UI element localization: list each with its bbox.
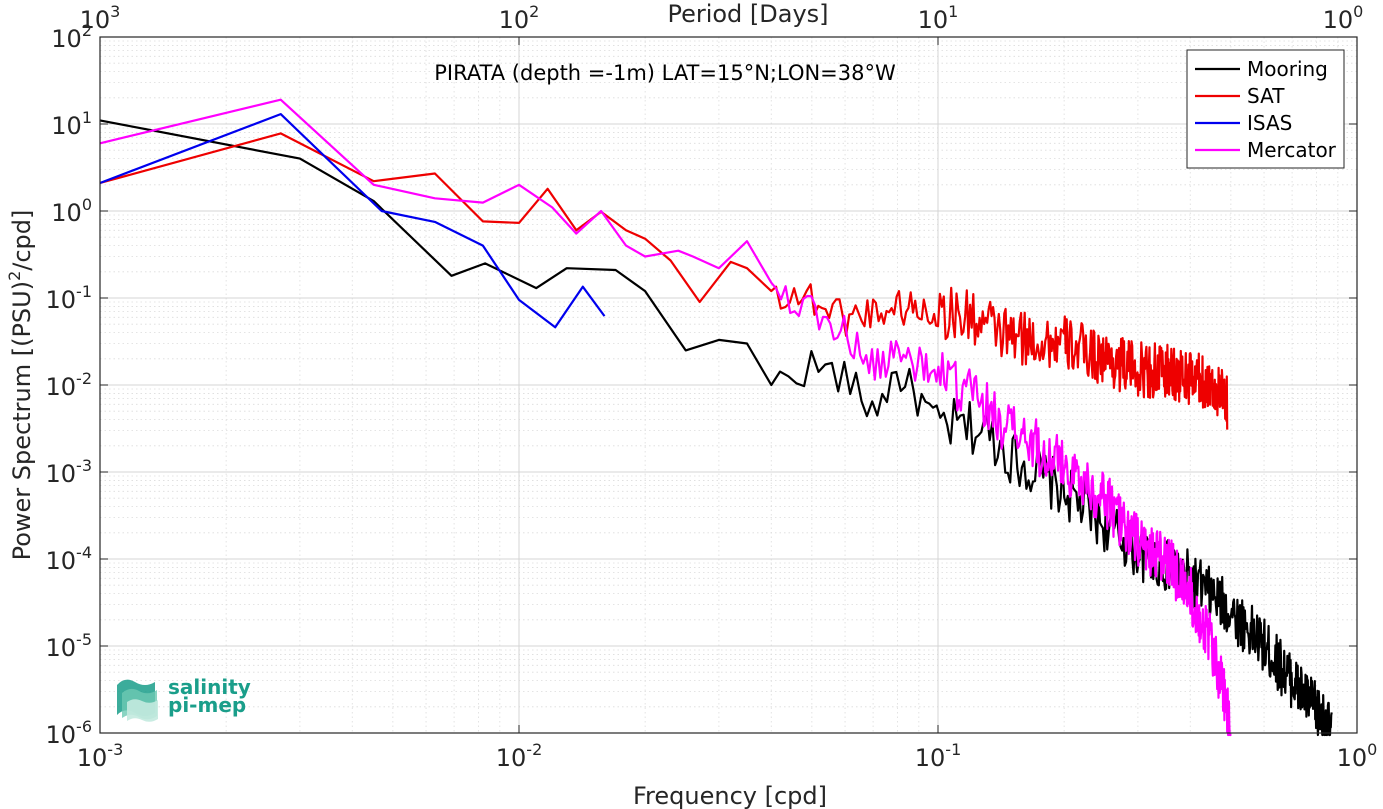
series-layer	[99, 98, 1333, 737]
top-tick-label: 100	[1323, 2, 1364, 34]
y-tick-label: 102	[51, 21, 92, 53]
wave-logo-icon	[117, 679, 158, 722]
y-axis-label: Power Spectrum [(PSU)2/cpd]	[5, 210, 36, 561]
y-axis-label-tail: /cpd]	[8, 210, 36, 271]
x-tick-label: 10-1	[915, 740, 962, 772]
legend-label: ISAS	[1247, 111, 1292, 135]
x-tick-label: 10-3	[77, 740, 124, 772]
top-tick-label: 101	[918, 2, 959, 34]
series-line-mercator	[99, 98, 1232, 737]
series-line-mooring	[99, 119, 1333, 737]
top-axis-label: Period [Days]	[667, 0, 828, 28]
logo-text-line2: pi-mep	[168, 693, 246, 717]
legend: Mooring SAT ISAS Mercator	[1186, 49, 1345, 169]
top-tick-label: 103	[80, 2, 121, 34]
y-tick-label: 100	[51, 195, 92, 227]
y-tick-label: 10-3	[46, 456, 93, 488]
x-axis-label: Frequency [cpd]	[633, 782, 827, 809]
tick-marks	[99, 36, 1358, 734]
y-tick-label: 10-4	[46, 543, 93, 575]
y-axis-label-sup: 2	[5, 271, 24, 281]
legend-label: SAT	[1247, 84, 1285, 108]
legend-label: Mooring	[1247, 57, 1328, 81]
y-tick-label: 101	[51, 108, 92, 140]
y-tick-label: 10-5	[46, 630, 93, 662]
logo-text-line1: salinity	[168, 675, 251, 699]
x-tick-label: 100	[1337, 740, 1378, 772]
series-line-isas	[99, 113, 606, 329]
x-tick-label: 10-2	[496, 740, 543, 772]
chart-title: PIRATA (depth =-1m) LAT=15°N;LON=38°W	[434, 61, 896, 85]
salinity-pi-mep-logo: salinity pi-mep	[117, 675, 251, 722]
y-tick-label: 10-2	[46, 369, 93, 401]
y-tick-label: 10-6	[46, 717, 93, 749]
y-tick-label: 10-1	[46, 282, 93, 314]
legend-label: Mercator	[1247, 138, 1337, 162]
top-tick-label: 102	[499, 2, 540, 34]
series-line-sat	[99, 132, 1229, 430]
y-axis-label-main: Power Spectrum [(PSU)	[8, 281, 36, 560]
